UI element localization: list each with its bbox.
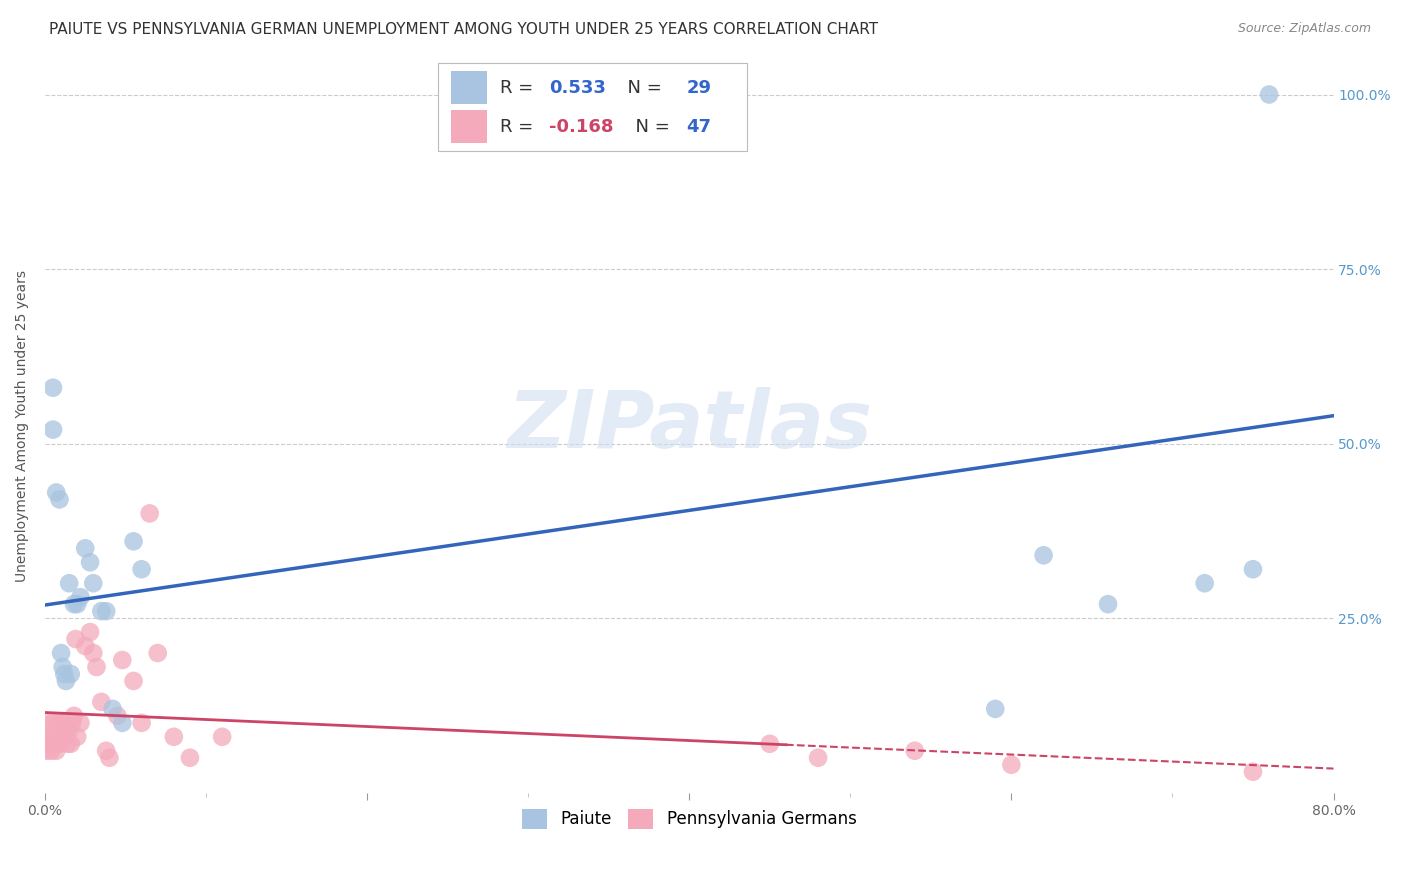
Point [111,715,134,730]
Point [122,673,145,688]
Point [107,709,129,723]
Point [1000,757,1022,772]
Point [59,737,82,751]
Text: Source: ZipAtlas.com: Source: ZipAtlas.com [1237,22,1371,36]
Point [46,715,69,730]
Point [53,715,76,730]
Text: N =: N = [623,118,675,136]
Point [63,709,86,723]
Point [111,653,134,667]
Point [79,625,101,640]
Point [96,744,118,758]
Text: -0.168: -0.168 [548,118,613,136]
Point [41,744,63,758]
Point [122,534,145,549]
Point [69,715,91,730]
Point [60,715,83,730]
Point [75,541,97,556]
Point [49,723,72,737]
Point [1241,764,1264,779]
Point [75,639,97,653]
Point [66,597,89,611]
FancyBboxPatch shape [451,71,486,104]
Point [52,730,75,744]
FancyBboxPatch shape [439,63,747,152]
Text: N =: N = [616,78,668,97]
Point [90,604,112,618]
Point [45,485,67,500]
Point [131,562,153,576]
Point [35,744,58,758]
Point [1032,549,1054,563]
Text: 0.533: 0.533 [548,78,606,97]
Point [984,702,1007,716]
Legend: Paiute, Pennsylvania Germans: Paiute, Pennsylvania Germans [515,802,863,836]
Point [904,744,927,758]
Point [82,576,104,591]
Point [45,744,67,758]
Point [82,646,104,660]
Point [59,667,82,681]
Point [49,715,72,730]
Point [138,507,160,521]
Point [69,590,91,604]
Point [65,632,87,646]
Y-axis label: Unemployment Among Youth under 25 years: Unemployment Among Youth under 25 years [15,270,30,582]
Point [101,702,124,716]
Point [1194,576,1216,591]
Point [1097,597,1119,611]
Point [42,730,65,744]
Point [45,737,67,751]
Text: PAIUTE VS PENNSYLVANIA GERMAN UNEMPLOYMENT AMONG YOUTH UNDER 25 YEARS CORRELATIO: PAIUTE VS PENNSYLVANIA GERMAN UNEMPLOYME… [49,22,879,37]
Point [48,737,70,751]
Point [41,737,63,751]
Text: R =: R = [499,118,538,136]
Point [49,646,72,660]
Point [53,667,76,681]
Point [42,715,65,730]
Point [211,730,233,744]
Point [1258,87,1281,102]
Text: ZIPatlas: ZIPatlas [506,387,872,465]
Point [96,604,118,618]
Point [90,695,112,709]
Point [63,597,86,611]
Point [758,737,780,751]
Text: 47: 47 [686,118,711,136]
Point [86,660,108,674]
Text: R =: R = [499,78,538,97]
Point [52,660,75,674]
Point [53,730,76,744]
Point [42,381,65,395]
Point [56,737,79,751]
Point [44,723,66,737]
Point [98,750,121,764]
Point [163,730,186,744]
Point [79,555,101,569]
FancyBboxPatch shape [451,110,486,143]
Point [58,576,80,591]
Point [66,730,89,744]
Point [38,730,60,744]
Text: 29: 29 [686,78,711,97]
Point [58,723,80,737]
Point [179,750,201,764]
Point [55,673,77,688]
Point [42,423,65,437]
Point [1241,562,1264,576]
Point [48,492,70,507]
Point [37,715,59,730]
Point [807,750,830,764]
Point [131,715,153,730]
Point [146,646,169,660]
Point [55,723,77,737]
